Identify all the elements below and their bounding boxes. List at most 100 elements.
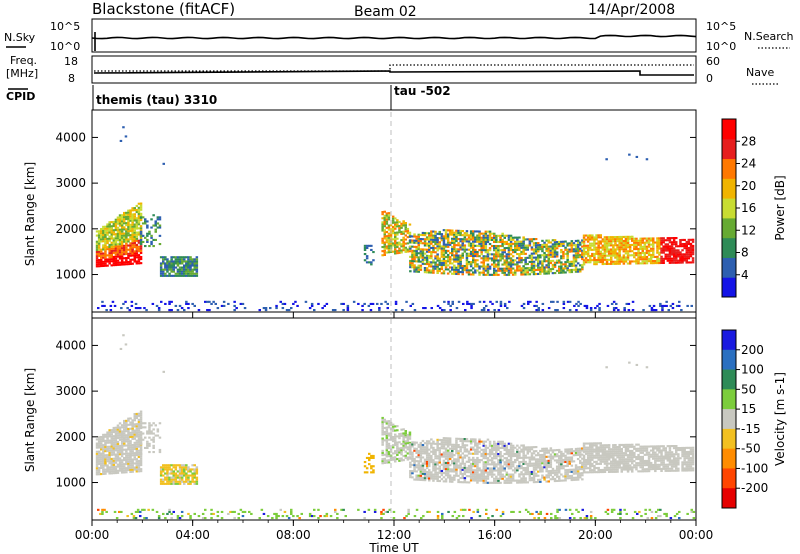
echo-cell [453,237,456,240]
echo-cell [387,226,391,229]
echo-cell [421,444,425,447]
echo-cell [166,258,169,261]
echo-cell [597,450,600,453]
echo-cell [576,241,580,244]
echo-cell [139,240,143,243]
echo-cell [365,471,369,474]
echo-cell [100,436,103,439]
echo-cell [624,258,628,261]
echo-cell [133,250,136,253]
echo-cell [428,463,431,466]
echo-cell [104,472,107,475]
echo-cell [459,439,462,442]
echo-cell [658,259,661,262]
echo-cell [484,267,488,270]
echo-cell [480,232,483,235]
echo-cell [624,242,628,245]
echo-cell [106,464,109,467]
echo-cell [537,309,540,312]
echo-cell [421,262,425,265]
echo-cell [143,307,146,310]
echo-cell [618,254,621,257]
echo-cell [154,434,157,437]
echo-cell [425,269,429,272]
echo-cell [170,472,173,475]
echo-cell [591,236,594,239]
echo-cell [131,236,134,239]
echo-cell [599,471,602,474]
echo-cell [133,244,136,247]
echo-cell [383,237,386,240]
echo-cell [110,431,113,434]
echo-cell [123,440,126,443]
echo-cell [633,248,636,251]
echo-cell [499,259,502,262]
echo-cell [185,260,188,263]
echo-cell [516,253,519,256]
echo-cell [185,472,188,475]
echo-cell [155,304,159,307]
echo-cell [125,458,128,461]
echo-cell [474,465,477,468]
echo-cell [618,252,621,255]
echo-cell [499,477,502,480]
echo-cell [499,451,502,454]
echo-cell [528,244,532,247]
echo-cell [385,241,389,244]
echo-cell [428,234,431,237]
echo-cell [139,234,143,237]
echo-cell [189,264,192,267]
echo-cell [553,249,557,252]
echo-cell [647,241,651,244]
echo-cell [455,460,458,463]
echo-cell [476,269,479,272]
echo-cell [459,271,462,274]
echo-cell [499,257,502,260]
echo-cell [413,470,416,473]
echo-cell [607,244,611,247]
echo-cell [444,251,448,254]
echo-cell [210,302,213,305]
echo-cell [428,477,431,480]
echo-cell [465,438,469,441]
echo-cell [421,238,425,241]
echo-cell [159,472,163,475]
echo-cell [129,252,132,255]
echo-cell [623,309,626,312]
echo-cell [532,266,536,269]
echo-cell [415,268,418,271]
echo-cell [511,242,515,245]
echo-cell [363,253,367,256]
echo-cell [605,260,609,263]
echo-cell [178,468,182,471]
echo-cell [112,457,116,460]
echo-cell [453,445,456,448]
echo-cell [400,224,403,227]
echo-cell [495,271,498,274]
echo-cell [444,262,448,265]
echo-cell [394,227,397,230]
echo-cell [178,260,182,263]
echo-cell [555,253,559,256]
echo-cell [137,202,141,205]
echo-cell [539,468,542,471]
echo-cell [381,433,384,436]
echo-cell [135,227,139,230]
echo-cell [116,245,120,248]
echo-cell [488,267,492,270]
echo-cell [461,264,464,267]
echo-cell [398,225,401,228]
echo-cell [106,466,109,469]
echo-cell [129,236,132,239]
echo-cell [595,252,598,255]
echo-cell [668,251,672,254]
echo-cell [482,271,485,274]
echo-cell [191,480,194,483]
echo-cell [656,255,659,258]
echo-cell [598,302,601,305]
echo-cell [549,470,553,473]
echo-cell [488,232,492,235]
echo-cell [482,455,485,458]
echo-cell [550,300,553,303]
echo-cell [493,259,496,262]
